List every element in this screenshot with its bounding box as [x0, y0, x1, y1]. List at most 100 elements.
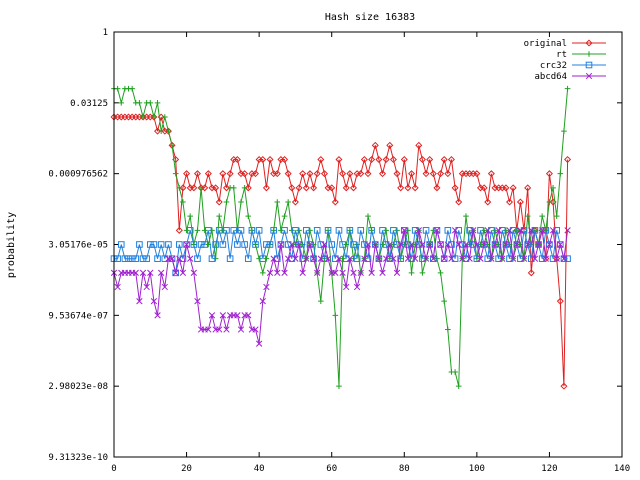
series-line-rt [114, 88, 569, 387]
data-point [179, 255, 187, 262]
data-point [466, 255, 473, 262]
data-point [480, 241, 488, 248]
data-point [517, 255, 524, 262]
data-point [542, 255, 549, 262]
data-point [520, 227, 528, 234]
data-point [549, 227, 557, 234]
data-point [288, 241, 295, 248]
data-point [386, 241, 393, 248]
data-point [397, 255, 404, 262]
data-point [342, 184, 350, 192]
data-point [429, 170, 437, 178]
data-point [321, 255, 328, 262]
data-point [244, 255, 252, 262]
data-point [288, 255, 296, 262]
data-point [183, 241, 190, 248]
data-point [393, 170, 401, 178]
data-point [375, 155, 383, 164]
data-point [455, 198, 463, 206]
data-point [364, 170, 372, 178]
data-point [216, 213, 223, 219]
data-point [444, 241, 451, 248]
data-point [302, 184, 310, 192]
data-point [564, 227, 571, 234]
data-point [303, 255, 310, 262]
data-point [335, 155, 343, 164]
data-point [481, 227, 487, 234]
data-point [121, 255, 129, 262]
data-point [201, 227, 208, 234]
data-point [383, 227, 389, 234]
data-point [411, 227, 419, 234]
data-point [487, 170, 495, 178]
data-point [520, 255, 528, 262]
data-point [190, 241, 198, 248]
data-point [415, 141, 423, 149]
data-point [585, 61, 593, 69]
data-point [281, 227, 288, 234]
data-point [357, 170, 365, 178]
data-point [324, 255, 332, 262]
data-point [419, 241, 426, 248]
data-point [117, 241, 125, 248]
data-point [346, 170, 354, 178]
data-point [401, 227, 408, 234]
data-point [531, 255, 539, 262]
data-point [215, 227, 223, 234]
data-point [212, 184, 220, 192]
data-point [394, 227, 400, 234]
data-point [339, 269, 346, 276]
data-point [263, 241, 270, 248]
data-point [234, 312, 241, 319]
data-point [342, 255, 350, 262]
data-point [492, 227, 498, 234]
data-point [176, 241, 183, 248]
data-point [477, 255, 484, 262]
data-point [491, 241, 499, 248]
y-tick-label: 9.53674e-07 [48, 311, 108, 321]
data-point [502, 241, 510, 248]
data-point [408, 170, 416, 178]
data-point [324, 227, 332, 234]
data-point [307, 227, 313, 234]
data-point [183, 170, 191, 178]
data-point [328, 241, 336, 248]
data-point [175, 226, 183, 234]
data-point [350, 241, 357, 248]
data-point [459, 241, 466, 248]
data-point [448, 255, 455, 262]
data-point [285, 199, 291, 205]
series-layer [110, 85, 572, 390]
data-point [194, 298, 201, 305]
data-point [165, 241, 172, 248]
data-point [397, 184, 405, 192]
data-point [154, 100, 161, 106]
data-point [151, 114, 157, 120]
data-point [262, 184, 270, 192]
data-point [310, 255, 317, 262]
data-point [291, 198, 299, 206]
data-point [157, 241, 165, 248]
data-point [488, 227, 495, 234]
data-point [408, 241, 415, 248]
data-point [542, 227, 550, 234]
data-point [187, 255, 194, 262]
data-point [190, 184, 198, 192]
data-point [132, 269, 139, 276]
data-point [430, 227, 437, 234]
data-point [256, 255, 262, 262]
data-point [245, 213, 252, 219]
data-point [332, 269, 339, 276]
data-point [451, 184, 459, 192]
data-point [132, 255, 140, 262]
data-point [176, 185, 183, 191]
data-point [230, 227, 238, 234]
data-point [463, 213, 469, 219]
data-point [404, 184, 412, 192]
data-point [161, 283, 168, 291]
data-point [154, 312, 161, 319]
data-point [321, 241, 328, 248]
data-point [524, 184, 532, 192]
data-point [368, 269, 375, 276]
